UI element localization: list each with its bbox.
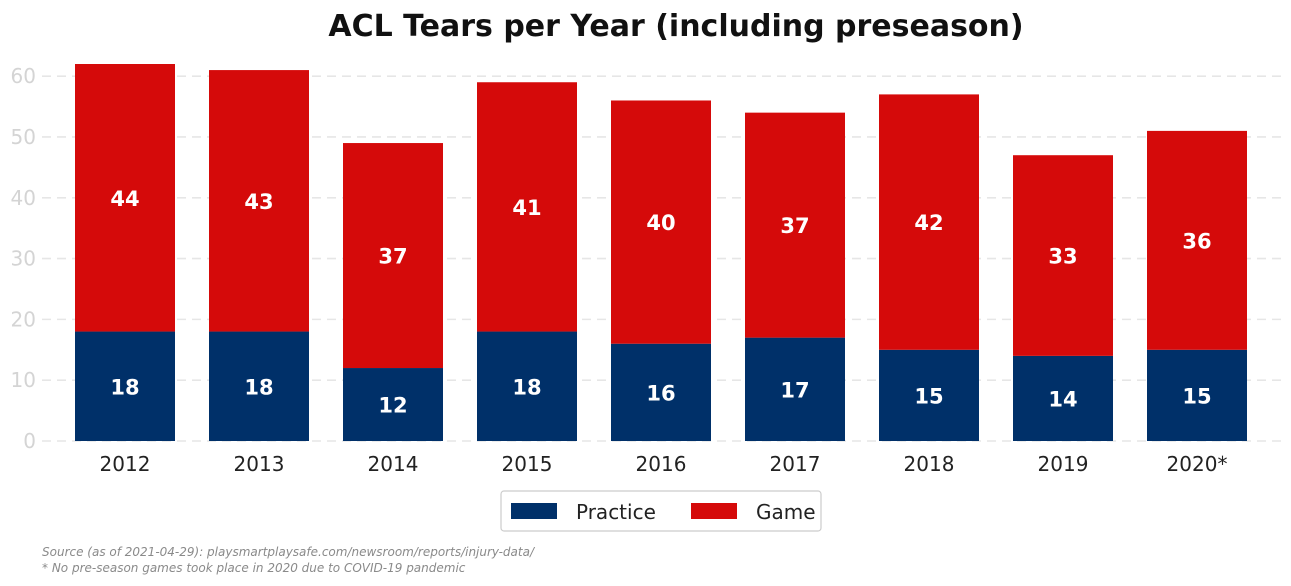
y-axis: 0 10 20 30 40 50 60 (11, 64, 36, 453)
bar-practice-2014 (343, 368, 443, 441)
bar-game-2020 (1147, 130, 1247, 350)
data-label: 36 (1182, 229, 1211, 253)
bars (75, 64, 1247, 441)
x-tick-label: 2019 (1038, 452, 1089, 476)
legend-label-game: Game (756, 500, 816, 524)
bar-game-2013 (209, 70, 309, 332)
data-label: 42 (914, 211, 943, 235)
source-note: Source (as of 2021-04-29): playsmartplay… (42, 545, 536, 559)
y-tick-label: 0 (23, 429, 36, 453)
bar-game-2012 (75, 64, 175, 332)
x-tick-label: 2015 (502, 452, 553, 476)
y-tick-label: 30 (11, 247, 36, 271)
bar-game-2017 (745, 112, 845, 338)
x-tick-label: 2012 (100, 452, 151, 476)
bar-game-2014 (343, 143, 443, 369)
data-label: 16 (646, 381, 675, 405)
covid-footnote: * No pre-season games took place in 2020… (42, 561, 466, 575)
y-tick-label: 40 (11, 186, 36, 210)
x-tick-label: 2020* (1167, 452, 1228, 476)
data-label: 40 (646, 211, 675, 235)
data-labels: 18 44 18 43 12 37 18 41 16 40 17 37 15 42 14 33 15 36 (110, 187, 1211, 418)
x-tick-label: 2016 (636, 452, 687, 476)
x-axis: 2012 2013 2014 2015 2016 2017 2018 2019 2020* (100, 452, 1228, 476)
data-label: 14 (1048, 387, 1077, 411)
bar-practice-2020 (1147, 349, 1247, 441)
x-tick-label: 2013 (234, 452, 285, 476)
data-label: 41 (512, 196, 541, 220)
bar-practice-2017 (745, 337, 845, 441)
data-label: 37 (780, 214, 809, 238)
bar-game-2016 (611, 100, 711, 344)
data-label: 37 (378, 245, 407, 269)
bar-game-2015 (477, 82, 577, 332)
data-label: 17 (780, 378, 809, 402)
bar-practice-2015 (477, 331, 577, 441)
legend: Practice Game (500, 490, 822, 532)
legend-label-practice: Practice (576, 500, 656, 524)
data-label: 18 (512, 375, 541, 399)
x-tick-label: 2017 (770, 452, 821, 476)
data-label: 44 (110, 187, 139, 211)
bar-practice-2018 (879, 349, 979, 441)
x-tick-label: 2018 (904, 452, 955, 476)
data-label: 15 (914, 384, 943, 408)
data-label: 12 (378, 394, 407, 418)
legend-swatch-practice (511, 503, 557, 519)
data-label: 18 (244, 375, 273, 399)
chart-title: ACL Tears per Year (including preseason) (328, 9, 1023, 44)
bar-game-2018 (879, 94, 979, 350)
data-label: 33 (1048, 245, 1077, 269)
bar-practice-2019 (1013, 355, 1113, 441)
bar-practice-2013 (209, 331, 309, 441)
legend-swatch-game (691, 503, 737, 519)
data-label: 43 (244, 190, 273, 214)
y-tick-label: 50 (11, 125, 36, 149)
data-label: 18 (110, 375, 139, 399)
y-tick-label: 10 (11, 368, 36, 392)
bar-game-2019 (1013, 155, 1113, 356)
y-tick-label: 60 (11, 64, 36, 88)
bar-practice-2012 (75, 331, 175, 441)
x-tick-label: 2014 (368, 452, 419, 476)
legend-box (500, 490, 822, 532)
bar-practice-2016 (611, 343, 711, 441)
y-tick-label: 20 (11, 307, 36, 331)
data-label: 15 (1182, 384, 1211, 408)
